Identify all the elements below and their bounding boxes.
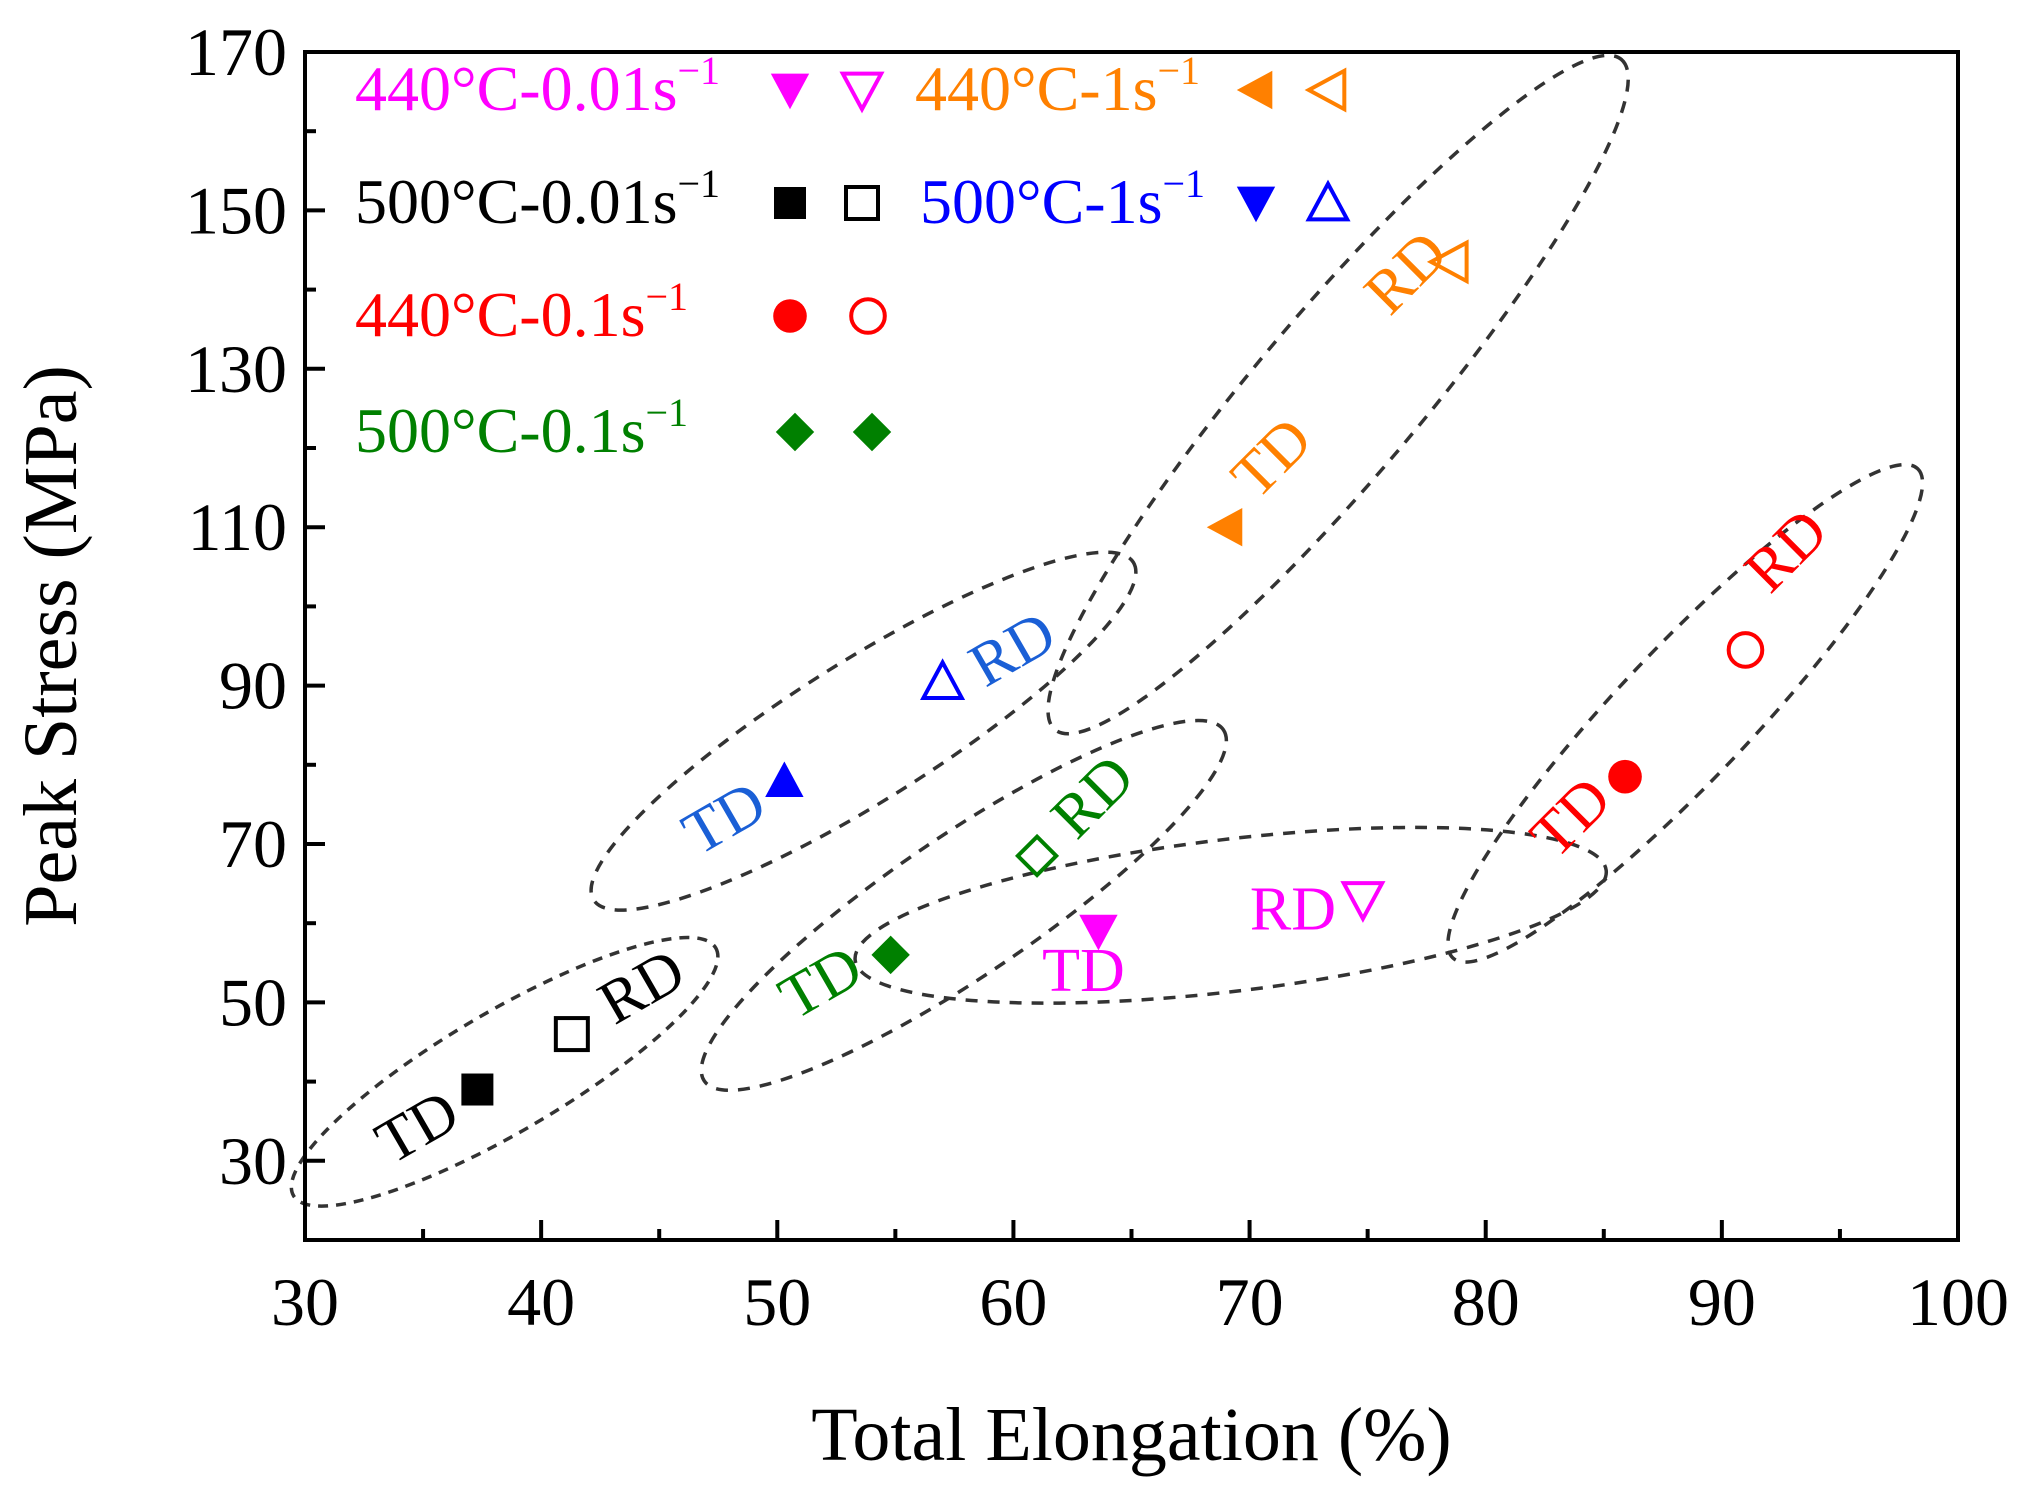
dashed-ellipse-3: [853, 825, 1609, 1005]
point-label-td: TD: [672, 768, 778, 868]
x-tick-label: 30: [271, 1264, 339, 1340]
point-label-rd: RD: [1250, 875, 1336, 943]
dashed-ellipse-4: [1046, 53, 1630, 736]
legend-marker-open: [849, 297, 887, 335]
x-tick-label: 40: [507, 1264, 575, 1340]
legend-label: 500°C-0.01s−1: [355, 161, 720, 237]
x-tick-label: 100: [1907, 1264, 2009, 1340]
x-axis-title: Total Elongation (%): [811, 1393, 1452, 1477]
legend-marker-filled: [1236, 186, 1276, 223]
y-tick-label: 90: [219, 648, 287, 724]
dashed-ellipse-2: [699, 718, 1229, 1092]
point-label-rd: RD: [1038, 742, 1147, 851]
point-rd: [1015, 833, 1060, 878]
point-rd: [553, 1016, 590, 1053]
dashed-ellipse-1: [589, 550, 1138, 912]
point-td: [765, 761, 804, 797]
legend-marker-filled: [774, 187, 806, 219]
point-rd: [1340, 881, 1386, 923]
x-tick-label: 70: [1216, 1264, 1284, 1340]
legend-marker-open: [1304, 67, 1347, 113]
legend-label: 440°C-1s−1: [915, 48, 1200, 124]
point-td: [1206, 508, 1243, 547]
point-label-td: TD: [768, 932, 874, 1032]
y-axis-title: Peak Stress (MPa): [9, 365, 93, 927]
legend-marker-filled: [773, 299, 807, 333]
legend-label-superscript: −1: [678, 48, 721, 93]
y-tick-label: 70: [219, 806, 287, 882]
legend-marker-open: [852, 412, 892, 452]
legend: 440°C-0.01s−1 440°C-1s−1 500°C-0.01s−1 500°…: [355, 48, 1351, 466]
legend-marker-filled: [770, 73, 810, 110]
y-tick-label: 150: [185, 172, 287, 248]
point-td: [1608, 759, 1642, 794]
point-label-td: TD: [1219, 405, 1326, 512]
point-td: [1079, 914, 1118, 951]
point-rd: [920, 658, 966, 700]
point-label-td: TD: [365, 1077, 471, 1177]
point-td: [461, 1073, 494, 1106]
y-tick-label: 130: [185, 331, 287, 407]
legend-marker-filled: [775, 412, 815, 452]
legend-label-superscript: −1: [1158, 48, 1201, 93]
point-label-rd: RD: [958, 598, 1067, 700]
y-tick-label: 170: [185, 14, 287, 90]
axes: 30 40 50 60 70 80 90 100 30 50 70 90 110 130 150 170 Tot…: [9, 14, 2009, 1477]
legend-label-superscript: −1: [646, 390, 689, 435]
legend-label-superscript: −1: [678, 161, 721, 206]
point-label-td: TD: [1518, 764, 1625, 871]
dashed-ellipse-5: [1446, 462, 1925, 964]
y-tick-label: 50: [219, 964, 287, 1040]
legend-label: 500°C-0.1s−1: [355, 390, 688, 466]
legend-label: 440°C-0.01s−1: [355, 48, 720, 124]
point-td: [871, 935, 910, 975]
dashed-ellipse-0: [289, 935, 720, 1208]
legend-label: 500°C-1s−1: [920, 161, 1205, 237]
x-tick-label: 50: [743, 1264, 811, 1340]
x-tick-label: 60: [979, 1264, 1047, 1340]
group-ellipses: [289, 53, 1925, 1208]
x-tick-label: 80: [1452, 1264, 1520, 1340]
legend-marker-open: [839, 71, 885, 114]
point-rd: [1726, 631, 1765, 669]
legend-marker-open: [1305, 179, 1351, 222]
point-label-td: TD: [1042, 937, 1125, 1005]
y-tick-label: 110: [188, 489, 287, 565]
legend-marker-open: [844, 185, 880, 221]
y-tick-label: 30: [219, 1123, 287, 1199]
legend-label-superscript: −1: [1163, 161, 1206, 206]
x-tick-label: 90: [1688, 1264, 1756, 1340]
legend-label-superscript: −1: [646, 274, 689, 319]
legend-label: 440°C-0.1s−1: [355, 274, 688, 350]
point-label-rd: RD: [588, 936, 697, 1038]
point-label-rd: RD: [1732, 496, 1841, 605]
point-label-rd: RD: [1352, 218, 1461, 327]
point-rd: [1426, 239, 1469, 285]
legend-marker-filled: [1236, 70, 1273, 110]
